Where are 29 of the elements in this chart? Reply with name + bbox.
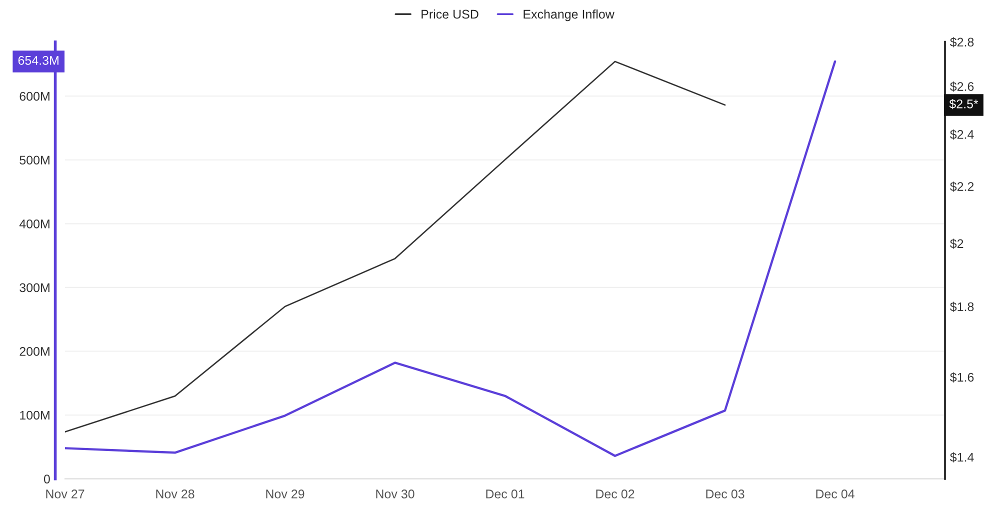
y2-tick-label: $2.8 xyxy=(950,37,974,48)
y2-tick-label: $2 xyxy=(950,238,964,249)
text: $2.5* xyxy=(949,98,978,110)
y-tick-label: 0 xyxy=(44,474,50,484)
x-tick-label: Nov 27 xyxy=(46,490,84,498)
y-tick-label: 300M xyxy=(20,283,50,292)
x-tick-label: Dec 03 xyxy=(706,490,744,498)
y-tick-label: 200M xyxy=(20,347,50,356)
y-tick-label: 100M xyxy=(20,410,50,420)
x-tick-label: Nov 29 xyxy=(266,490,304,498)
y2-tick-label: $2.4 xyxy=(950,130,974,140)
y-tick-label: 600M xyxy=(20,92,50,101)
x-tick-label: Dec 04 xyxy=(816,490,854,498)
x-tick-label: Nov 28 xyxy=(156,490,194,498)
y-tick-label: 500M xyxy=(20,156,50,165)
legend-label: Price USD xyxy=(422,9,478,19)
x-tick-label: Dec 01 xyxy=(486,490,524,498)
y2-tick-label: $2.2 xyxy=(950,182,974,192)
y-tick-label: 400M xyxy=(19,219,50,228)
x-tick-label: Nov 30 xyxy=(376,490,414,498)
y2-tick-label: $1.6 xyxy=(950,372,974,382)
x-tick-label: Dec 02 xyxy=(596,490,634,498)
line-series xyxy=(65,60,836,457)
legend-label: Exchange Inflow xyxy=(524,9,614,22)
line-series xyxy=(65,60,726,433)
y2-tick-label: $1.8 xyxy=(950,302,974,312)
y2-tick-label: $2.6 xyxy=(950,82,974,92)
y2-tick-label: $1.4 xyxy=(950,452,974,462)
text: 654.3M xyxy=(18,56,58,65)
